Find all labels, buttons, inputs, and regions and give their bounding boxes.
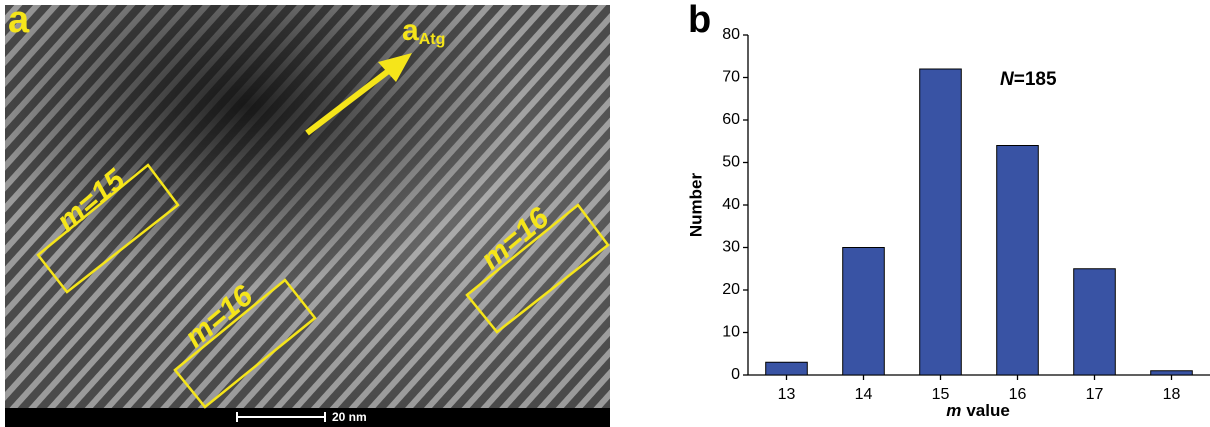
bar: [842, 247, 885, 376]
y-tick-label: 30: [722, 239, 740, 256]
y-axis-label: Number: [686, 173, 705, 238]
bar: [919, 68, 962, 376]
vector-subscript: Atg: [419, 31, 446, 48]
x-tick-label: 17: [1086, 386, 1104, 403]
y-tick-label: 20: [722, 281, 740, 298]
measure-box: [465, 203, 610, 334]
y-tick-label: 50: [722, 154, 740, 171]
x-tick-label: 16: [1009, 386, 1027, 403]
panel-label: a: [8, 0, 30, 41]
x-axis-variable: m: [946, 401, 961, 420]
measure-box: [173, 278, 317, 409]
x-axis-text: value: [966, 401, 1009, 420]
y-tick-label: 10: [722, 324, 740, 341]
y-tick-label: 40: [722, 196, 740, 213]
y-tick-label: 60: [722, 111, 740, 128]
vector-symbol: a: [402, 14, 419, 47]
measure-box: [36, 163, 180, 294]
panel-label: b: [688, 0, 711, 41]
vector-arrowhead: [378, 53, 412, 82]
scale-bar-label: 20 nm: [332, 410, 367, 424]
y-tick-label: 70: [722, 69, 740, 86]
y-tick-label: 0: [731, 366, 740, 383]
annotation-variable: N: [1000, 69, 1015, 90]
x-tick-label: 15: [932, 386, 950, 403]
bar: [765, 361, 808, 376]
bar-chart: b Number m value N=185 0 10 20 30 40 50 60 70 80 1…: [686, 0, 1210, 420]
x-tick-label: 13: [778, 386, 796, 403]
y-tick-label: 80: [722, 26, 740, 43]
x-axis-label: m value: [946, 401, 1010, 420]
annotation-text: =185: [1014, 69, 1057, 90]
annotation: N=185: [1000, 69, 1057, 90]
bar: [1150, 370, 1193, 376]
micrograph: 20 nm a aAtg m=15 m=16 m=16: [5, 0, 610, 427]
x-tick-label: 18: [1163, 386, 1181, 403]
bar: [1073, 268, 1116, 376]
micrograph-shade: [5, 5, 610, 408]
vector-label: aAtg: [402, 14, 445, 48]
x-tick-label: 14: [855, 386, 873, 403]
vector-arrow: [305, 63, 397, 136]
bar: [996, 145, 1039, 376]
